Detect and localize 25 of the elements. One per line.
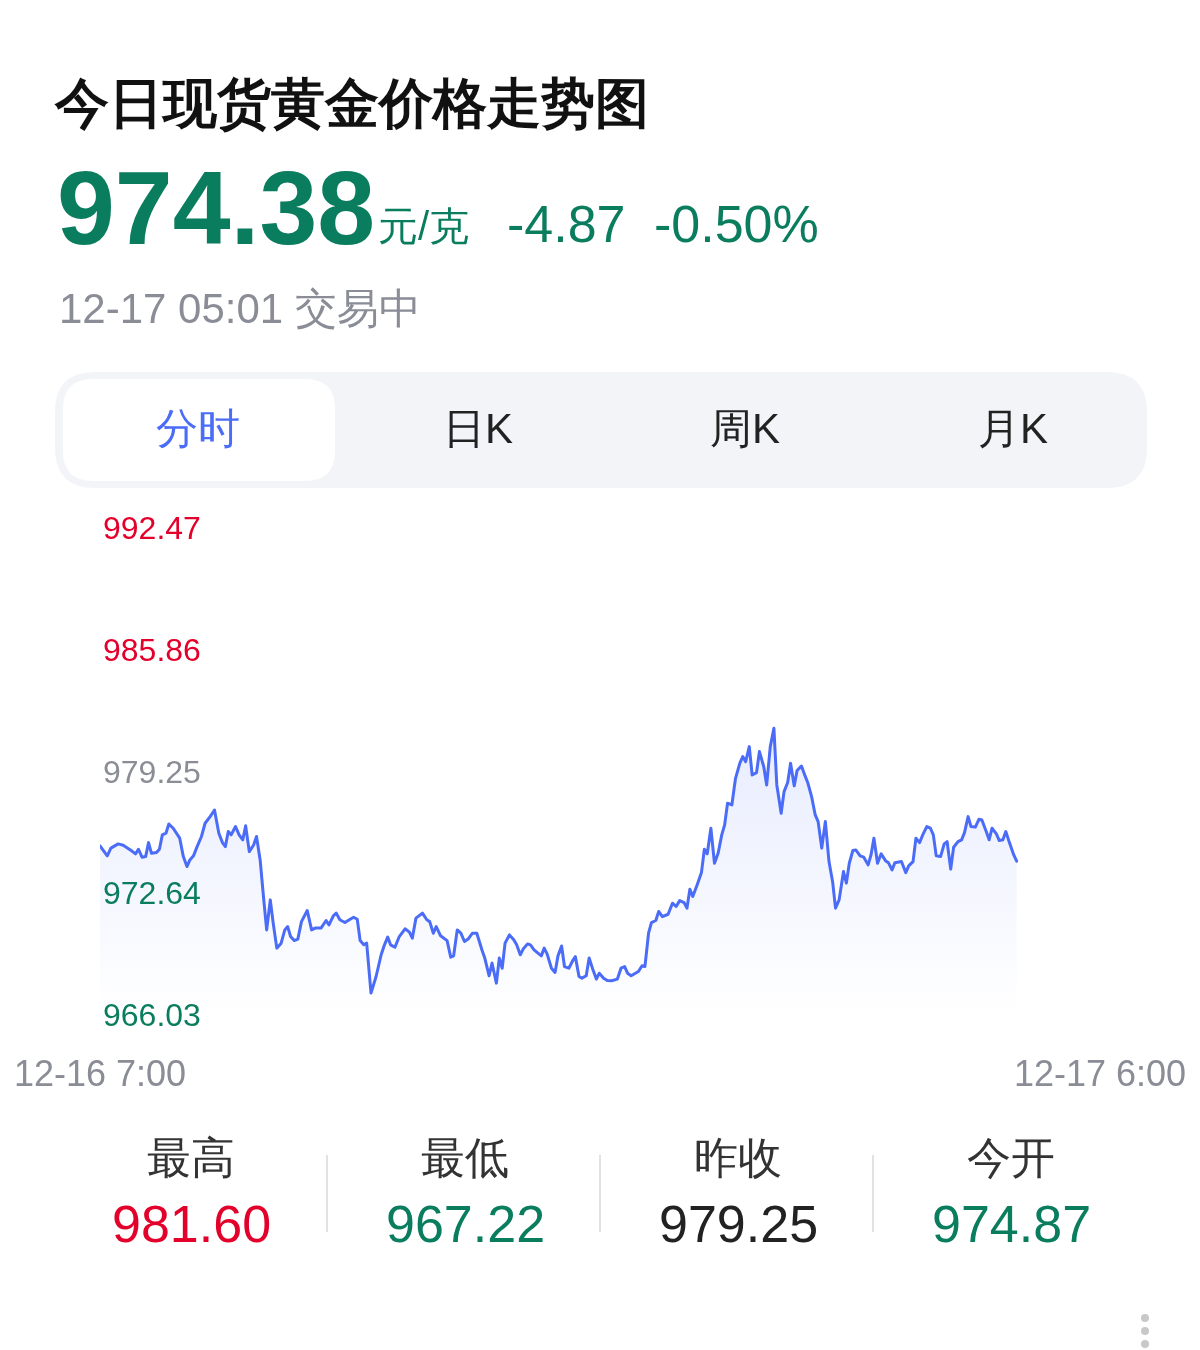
- text: -4.87: [507, 195, 626, 253]
- text: 979.25: [659, 1195, 819, 1253]
- text: 月K: [978, 405, 1049, 452]
- y-tick-label: 992.47: [103, 510, 201, 547]
- text: 元/克: [378, 204, 470, 248]
- text: 974.38: [57, 150, 376, 266]
- text: 最高: [147, 1133, 235, 1182]
- y-tick-label: 979.25: [103, 753, 201, 790]
- text: 昨收: [694, 1133, 782, 1182]
- text: 日K: [443, 405, 514, 452]
- x-tick-label: 12-16 7:00: [13, 1053, 187, 1094]
- chart-title: 今日现货黄金价格走势图: [54, 72, 649, 133]
- text: 981.60: [112, 1195, 272, 1253]
- text: 今开: [967, 1133, 1055, 1182]
- text: 974.87: [932, 1195, 1092, 1253]
- text: 12-17 05:01 交易中: [59, 285, 421, 332]
- y-tick-label: 966.03: [103, 997, 201, 1034]
- text: 最低: [421, 1133, 509, 1182]
- text: -0.50%: [654, 195, 819, 253]
- y-tick-label: 972.64: [103, 875, 201, 912]
- text: 周K: [710, 405, 781, 452]
- text: 分时: [156, 405, 240, 452]
- y-tick-label: 985.86: [103, 631, 201, 668]
- x-tick-label: 12-17 6:00: [1013, 1053, 1187, 1094]
- text: 967.22: [386, 1195, 546, 1253]
